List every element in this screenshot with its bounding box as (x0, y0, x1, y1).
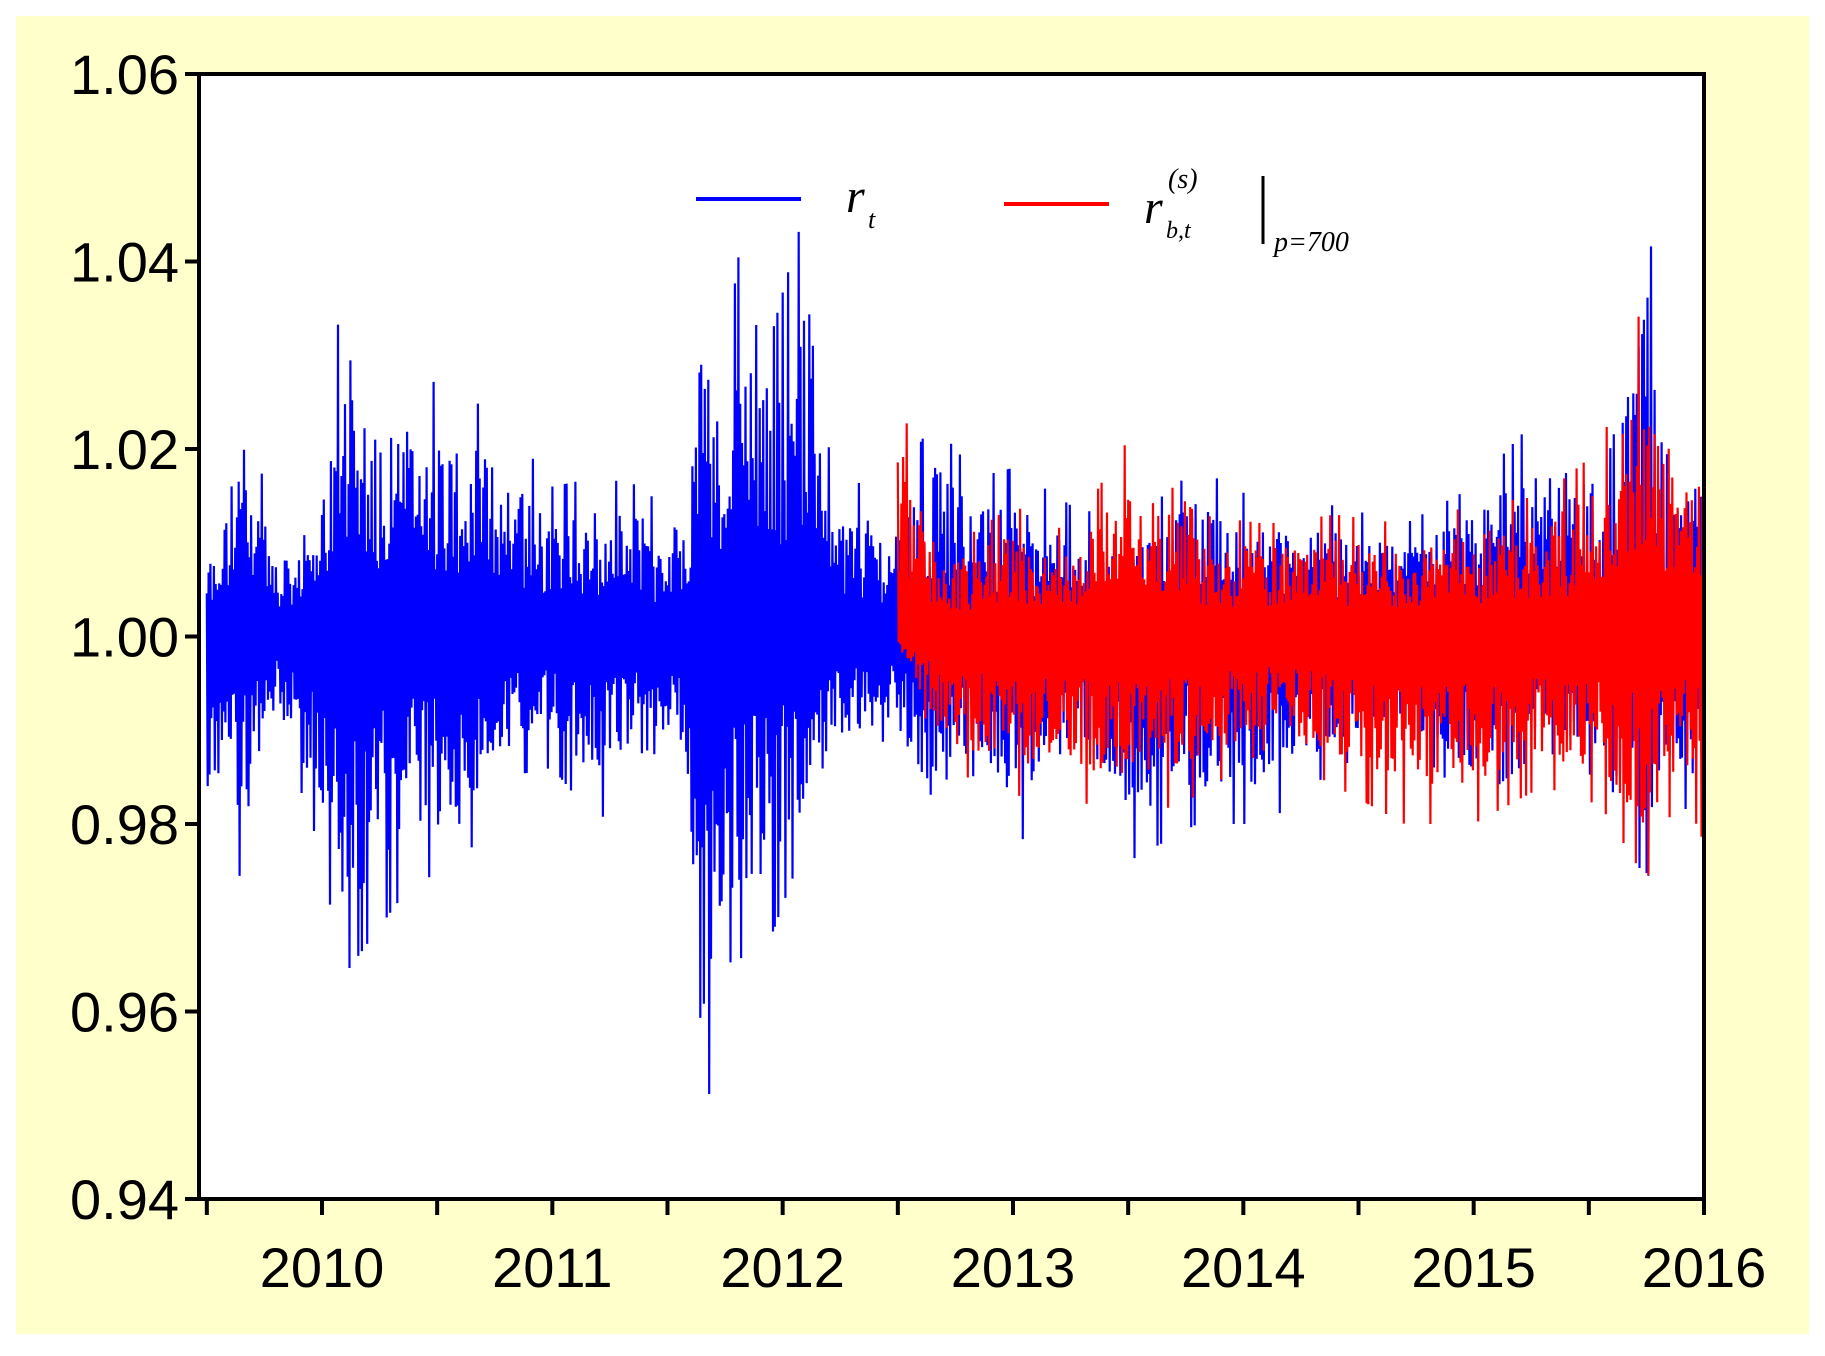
legend-label-r-bt-s: r (1144, 181, 1163, 234)
x-tick-label: 2016 (1642, 1236, 1767, 1299)
x-tick-label: 2013 (951, 1236, 1076, 1299)
y-tick-label: 1.00 (70, 606, 179, 669)
legend-label-r-bt-s-cond: p=700 (1272, 227, 1349, 258)
legend-label-r-bt-s-sub: b,t (1166, 218, 1192, 244)
legend: r t r(s)b,t p=700 (696, 164, 1349, 258)
y-tick-label: 1.04 (70, 231, 179, 294)
x-tick-label: 2011 (492, 1236, 612, 1299)
chart-svg: 0.94 0.96 0.98 1.00 1.02 1.04 1.06 2010 2011 2012… (70, 43, 1767, 1299)
x-tick-label: 2014 (1181, 1236, 1306, 1299)
y-tick-label: 0.98 (70, 793, 179, 856)
x-tick-label: 2012 (720, 1236, 845, 1299)
y-tick-label: 1.06 (70, 43, 179, 106)
chart-figure: 0.94 0.96 0.98 1.00 1.02 1.04 1.06 2010 2011 2012… (16, 16, 1809, 1334)
legend-label-r-t: r (846, 170, 865, 223)
x-tick-label: 2010 (260, 1236, 385, 1299)
series-line-r-bt-s (896, 316, 1702, 876)
y-tick-label: 0.96 (70, 981, 179, 1044)
y-tick-label: 1.02 (70, 418, 179, 481)
legend-label-r-bt-s-sup: (s) (1168, 164, 1198, 195)
y-tick-label: 0.94 (70, 1168, 179, 1231)
legend-label-r-t-sub: t (868, 205, 876, 234)
series-group (205, 231, 1702, 1095)
x-tick-label: 2015 (1411, 1236, 1536, 1299)
